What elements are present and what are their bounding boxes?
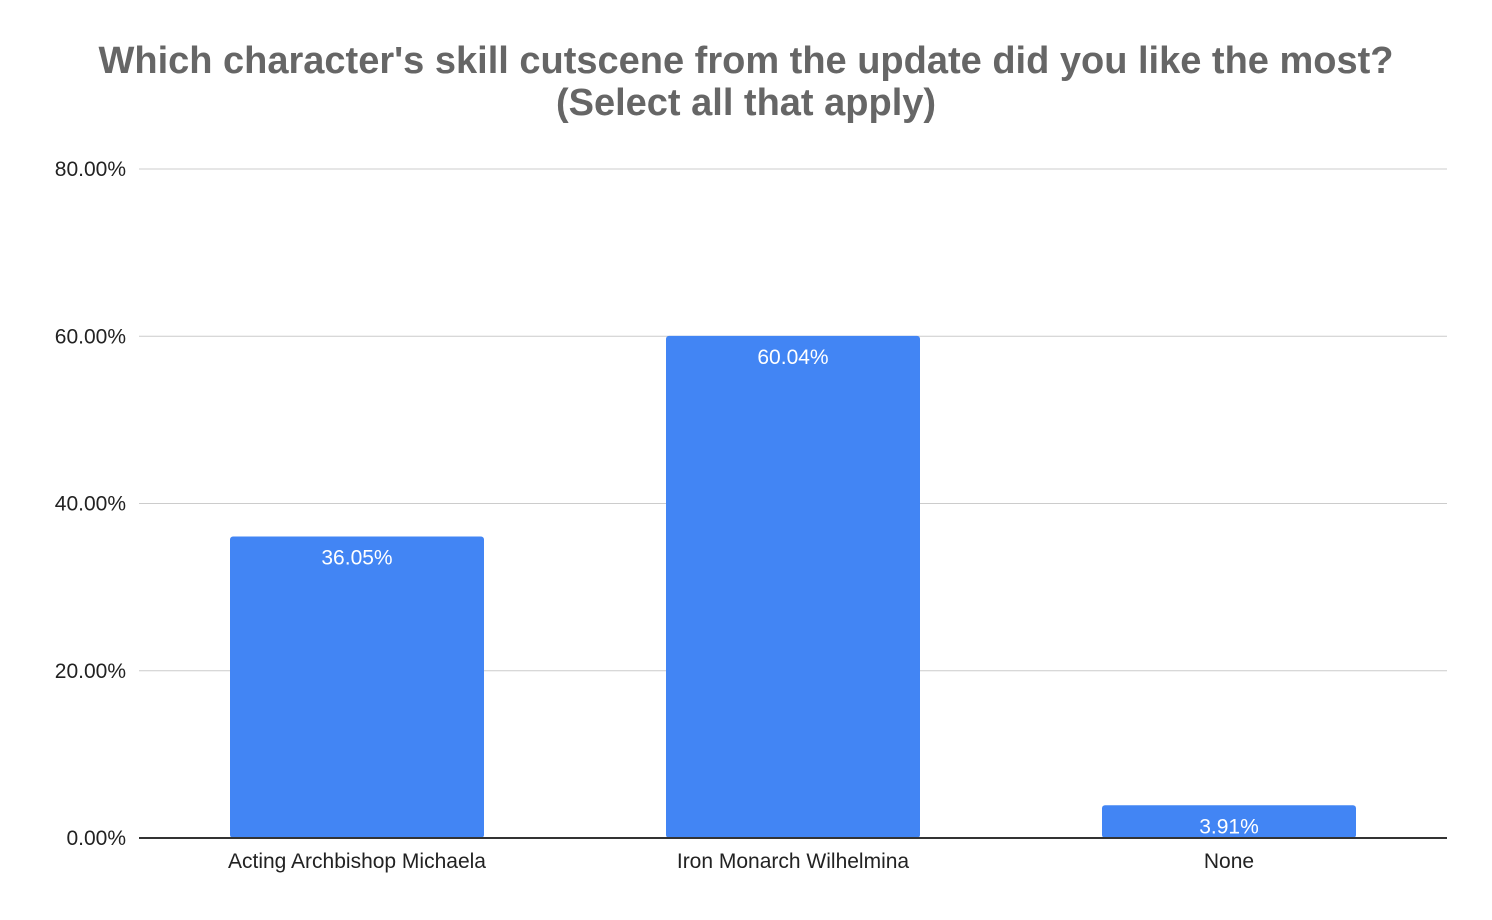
chart-title-line-1: Which character's skill cutscene from th… (98, 40, 1394, 82)
bar (1102, 805, 1356, 838)
x-tick-label: Iron Monarch Wilhelmina (677, 850, 910, 873)
bar (666, 335, 920, 838)
bar (230, 536, 484, 838)
chart-title: Which character's skill cutscene from th… (0, 40, 1492, 124)
x-tick-label: None (1204, 850, 1254, 873)
bar-data-label: 36.05% (321, 547, 392, 570)
chart-title-line-2: (Select all that apply) (555, 82, 937, 124)
y-tick-label: 0.00% (66, 827, 126, 850)
y-tick-label: 60.00% (55, 325, 126, 348)
y-tick-label: 40.00% (55, 493, 126, 516)
bar-data-label: 60.04% (757, 346, 828, 369)
y-tick-label: 20.00% (55, 660, 126, 683)
y-tick-label: 80.00% (55, 158, 126, 181)
x-tick-label: Acting Archbishop Michaela (228, 850, 486, 873)
bar-data-label: 3.91% (1199, 815, 1259, 838)
